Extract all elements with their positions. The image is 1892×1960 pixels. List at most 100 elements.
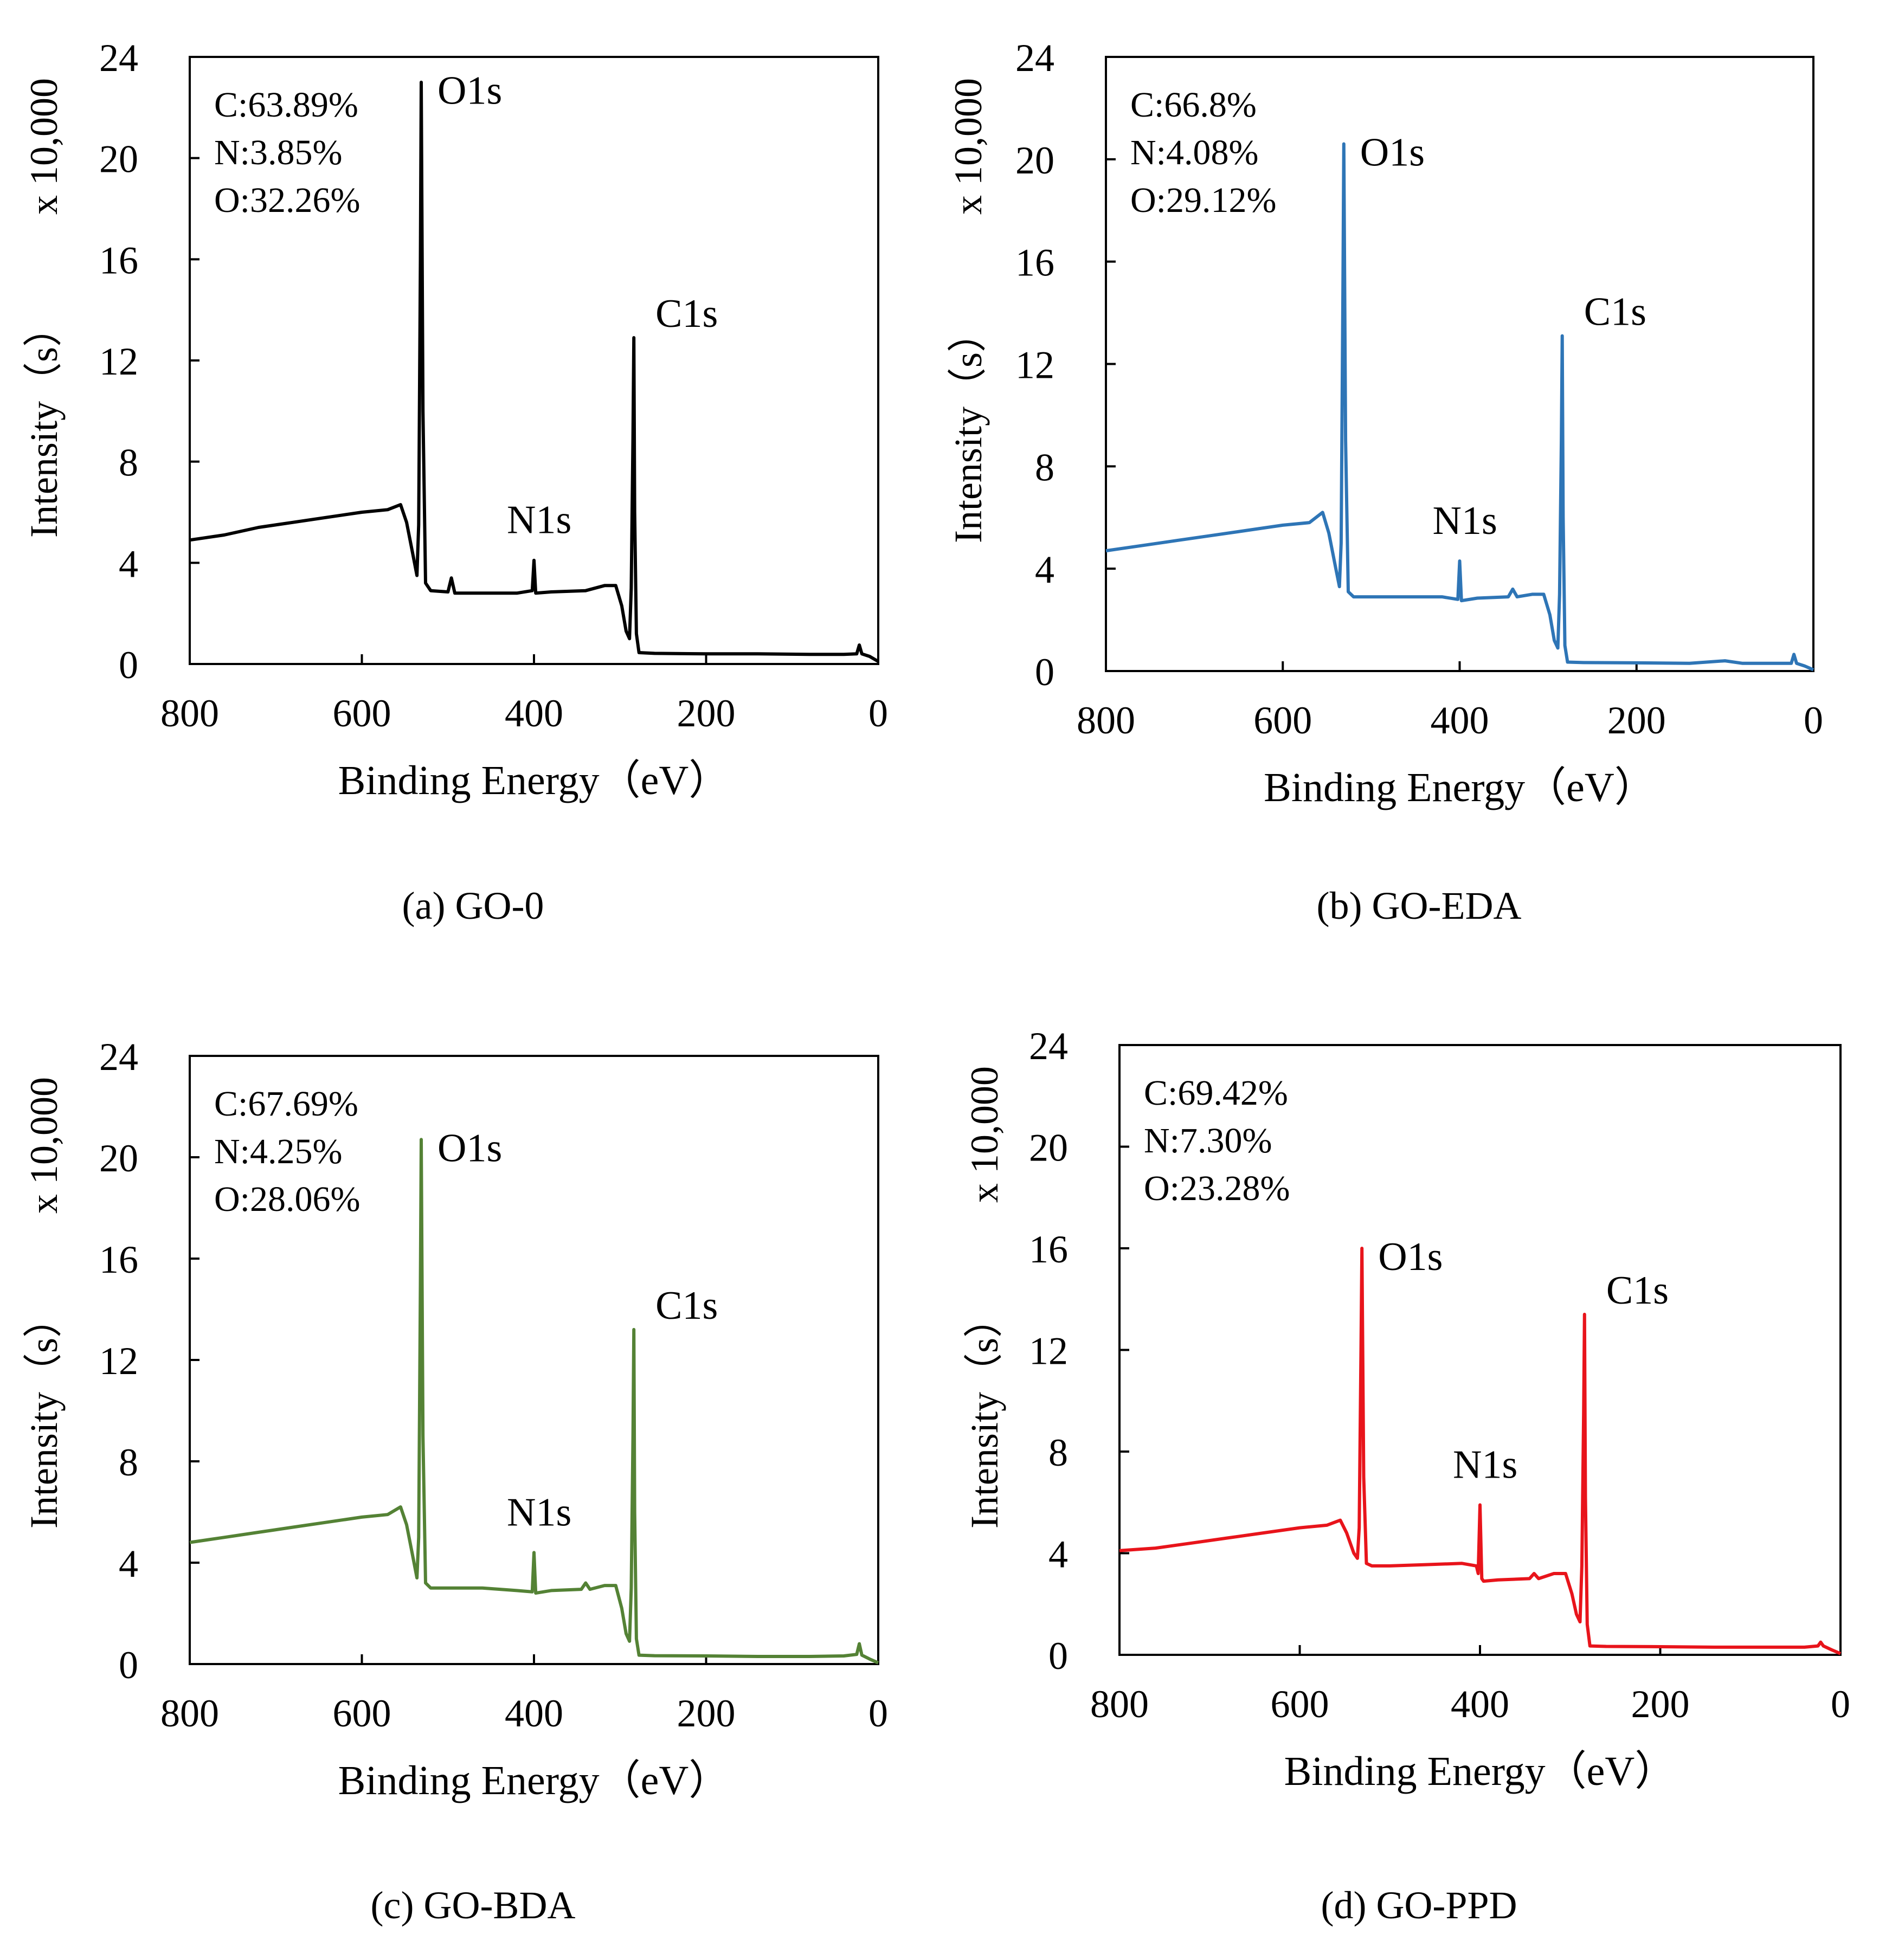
caption-d: (d) GO-PPD	[1321, 1884, 1517, 1927]
composition-label: O:29.12%	[1130, 180, 1276, 220]
peak-label-n1s: N1s	[1433, 499, 1497, 543]
peak-label-n1s: N1s	[507, 1490, 571, 1535]
y-tick-label: 20	[1029, 1126, 1068, 1170]
peak-label-o1s: O1s	[437, 1126, 502, 1170]
x-tick-label: 400	[1451, 1682, 1509, 1726]
peak-label-c1s: C1s	[1584, 290, 1646, 334]
composition-label: C:63.89%	[214, 85, 358, 125]
x-axis-title: Binding Energy（eV）	[338, 758, 730, 803]
y-axis-title: Intensity（s）	[22, 308, 66, 538]
y-tick-label: 0	[119, 643, 138, 687]
y-tick-label: 16	[1029, 1228, 1068, 1271]
y-tick-label: 20	[99, 138, 138, 181]
y-tick-label: 4	[1048, 1533, 1068, 1576]
y-tick-label: 8	[119, 1441, 138, 1484]
xps-chart-c: 800 600 400 200 0 0 4 8 12 16 20 24 Binding Energy（e…	[22, 1035, 888, 1803]
caption-a: (a) GO-0	[402, 884, 544, 927]
composition-label: N:4.08%	[1130, 133, 1258, 172]
y-scale-multiplier: x 10,000	[963, 1066, 1006, 1203]
x-tick-label: 800	[1077, 699, 1135, 742]
x-axis-title: Binding Energy（eV）	[1264, 765, 1656, 810]
y-tick-label: 12	[1029, 1330, 1068, 1373]
composition-label: N:3.85%	[214, 133, 342, 172]
composition-label: O:28.06%	[214, 1179, 360, 1219]
y-tick-label: 0	[119, 1643, 138, 1687]
x-tick-label: 0	[868, 692, 888, 735]
y-tick-label: 24	[1015, 36, 1054, 80]
y-tick-label: 20	[99, 1137, 138, 1180]
y-scale-multiplier: x 10,000	[947, 78, 990, 215]
x-tick-label: 200	[677, 1692, 736, 1735]
composition-label: C:67.69%	[214, 1084, 358, 1124]
peak-label-o1s: O1s	[1378, 1235, 1443, 1279]
spectrum-line-GO-EDA	[1105, 142, 1814, 672]
x-tick-label: 0	[1831, 1682, 1850, 1726]
panel-b: 800 600 400 200 0 0 4 8 12 16 20 24 Binding Energy（e…	[946, 0, 1892, 980]
xps-chart-a: 800 600 400 200 0 0 4 8 12 16 20 24 Binding Energy（e…	[22, 36, 888, 803]
x-tick-label: 200	[677, 692, 736, 735]
composition-label: O:32.26%	[214, 180, 360, 220]
peak-label-o1s: O1s	[437, 69, 502, 113]
y-axis-title: Intensity（s）	[963, 1299, 1006, 1529]
x-tick-label: 200	[1631, 1682, 1690, 1726]
xps-chart-b: 800 600 400 200 0 0 4 8 12 16 20 24 Binding Energy（e…	[947, 36, 1823, 810]
peak-label-n1s: N1s	[1453, 1442, 1517, 1487]
composition-label: C:69.42%	[1144, 1073, 1288, 1113]
panel-c: 800 600 400 200 0 0 4 8 12 16 20 24 Binding Energy（e…	[0, 980, 946, 1960]
y-tick-label: 0	[1048, 1634, 1068, 1678]
y-tick-label: 12	[99, 1339, 138, 1383]
spectrum-line-GO-BDA	[189, 1138, 879, 1665]
y-tick-label: 16	[99, 1238, 138, 1281]
caption-b: (b) GO-EDA	[1316, 884, 1522, 927]
y-tick-label: 12	[99, 340, 138, 383]
panel-d: 800 600 400 200 0 0 4 8 12 16 20 24 Binding Energy（e…	[946, 980, 1892, 1960]
x-tick-label: 400	[505, 1692, 563, 1735]
peak-label-c1s: C1s	[655, 292, 718, 336]
x-axis-title: Binding Energy（eV）	[338, 1758, 730, 1803]
x-tick-label: 800	[160, 692, 219, 735]
composition-label: N:4.25%	[214, 1132, 342, 1171]
x-axis-title: Binding Energy（eV）	[1284, 1749, 1676, 1794]
spectrum-line-GO-0	[189, 80, 879, 663]
y-scale-multiplier: x 10,000	[22, 1077, 66, 1214]
peak-label-c1s: C1s	[1606, 1268, 1669, 1313]
y-tick-label: 16	[1015, 241, 1054, 285]
panel-a: 800 600 400 200 0 0 4 8 12 16 20 24 Binding Energy（e…	[0, 0, 946, 980]
x-tick-label: 400	[505, 692, 563, 735]
composition-label: N:7.30%	[1144, 1121, 1272, 1160]
y-tick-label: 0	[1035, 650, 1054, 694]
peak-label-o1s: O1s	[1360, 131, 1425, 175]
y-tick-label: 8	[1048, 1431, 1068, 1474]
y-tick-label: 4	[119, 1542, 138, 1585]
y-tick-label: 8	[1035, 446, 1054, 489]
y-tick-label: 8	[119, 441, 138, 485]
peak-label-c1s: C1s	[655, 1284, 718, 1328]
y-tick-label: 24	[1029, 1024, 1068, 1068]
x-tick-label: 200	[1607, 699, 1666, 742]
composition-label: O:23.28%	[1144, 1169, 1290, 1208]
y-tick-label: 4	[1035, 548, 1054, 591]
composition-label: C:66.8%	[1130, 85, 1257, 125]
x-tick-label: 800	[1090, 1682, 1149, 1726]
peak-label-n1s: N1s	[507, 498, 571, 543]
x-tick-label: 0	[868, 1692, 888, 1735]
y-tick-label: 12	[1015, 344, 1054, 387]
x-tick-label: 600	[333, 692, 391, 735]
caption-c: (c) GO-BDA	[370, 1884, 576, 1927]
y-tick-label: 20	[1015, 139, 1054, 182]
xps-chart-d: 800 600 400 200 0 0 4 8 12 16 20 24 Binding Energy（e…	[963, 1024, 1850, 1794]
y-axis-title: Intensity（s）	[947, 313, 990, 543]
spectrum-line-GO-PPD	[1119, 1247, 1842, 1655]
y-scale-multiplier: x 10,000	[22, 78, 66, 215]
y-tick-label: 24	[99, 36, 138, 80]
x-tick-label: 600	[1271, 1682, 1329, 1726]
y-axis-title: Intensity（s）	[22, 1299, 66, 1529]
x-tick-label: 400	[1431, 699, 1489, 742]
x-tick-label: 800	[160, 1692, 219, 1735]
x-tick-label: 600	[333, 1692, 391, 1735]
x-tick-label: 0	[1804, 699, 1823, 742]
y-tick-label: 4	[119, 542, 138, 585]
y-tick-label: 24	[99, 1035, 138, 1079]
y-tick-label: 16	[99, 238, 138, 282]
x-tick-label: 600	[1253, 699, 1312, 742]
